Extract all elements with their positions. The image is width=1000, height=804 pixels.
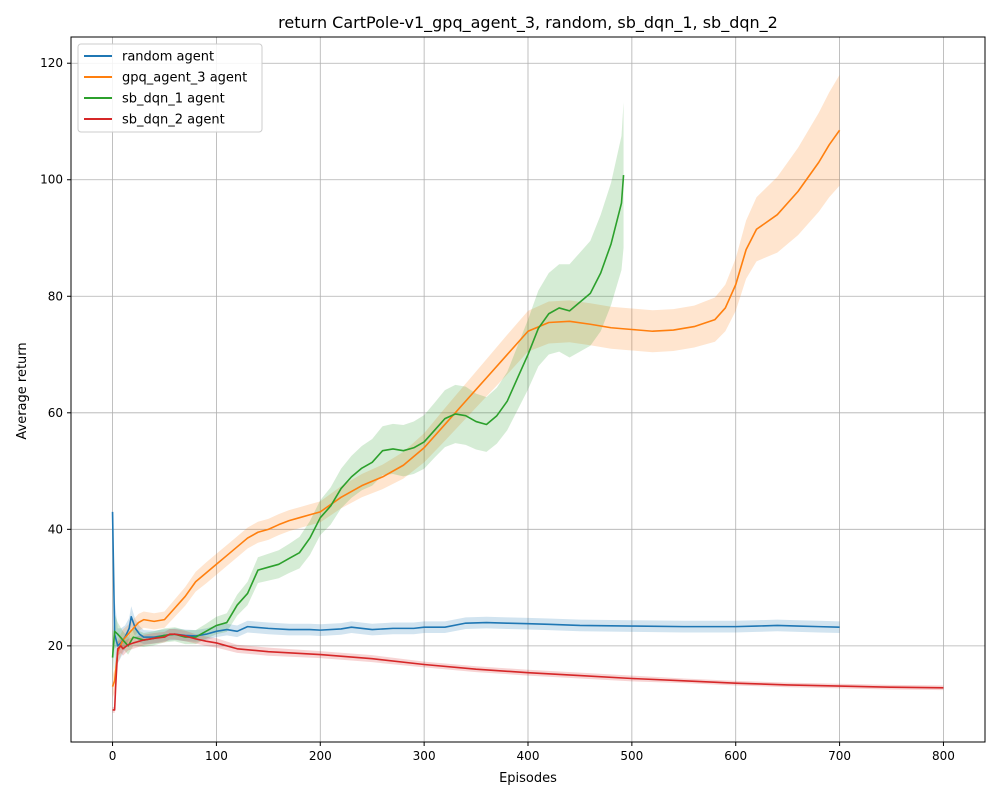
legend-label: sb_dqn_1 agent: [122, 92, 225, 107]
x-axis-label: Episodes: [499, 771, 557, 786]
y-axis-label: Average return: [15, 342, 30, 439]
random-agent-line: [111, 511, 840, 647]
sb-dqn-1-agent-band: [112, 102, 624, 681]
sb-dqn-2-agent-line: [112, 633, 944, 711]
sb-dqn-2-agent-band: [112, 628, 944, 713]
chart-title: return CartPole-v1_gpq_agent_3, random, …: [278, 13, 778, 33]
x-tick-label: 300: [413, 749, 436, 763]
y-tick-label: 80: [48, 289, 63, 303]
x-tick-label: 500: [620, 749, 643, 763]
legend: random agent gpq_agent_3 agent sb_dqn_1 ag…: [77, 43, 263, 133]
y-tick-label: 40: [48, 522, 63, 536]
y-tick-label: 100: [40, 173, 63, 187]
legend-label: gpq_agent_3 agent: [122, 71, 247, 86]
series-lines: [111, 129, 944, 711]
y-tick-label: 60: [48, 406, 63, 420]
gpq-agent-3-agent-band: [112, 74, 840, 699]
legend-box: [77, 43, 263, 133]
legend-label: random agent: [122, 50, 214, 65]
y-tick-label: 120: [40, 56, 63, 70]
x-tick-label: 700: [828, 749, 851, 763]
legend-label: sb_dqn_2 agent: [122, 113, 225, 128]
y-tick-label: 20: [48, 639, 63, 653]
x-tick-label: 100: [205, 749, 228, 763]
x-tick-label: 400: [517, 749, 540, 763]
axis-ticks: 0 100 200 300 400 500 600 700 800 20 40 60 80 100 120: [40, 56, 955, 763]
grid: [71, 37, 985, 742]
x-tick-label: 600: [724, 749, 747, 763]
x-tick-label: 800: [932, 749, 955, 763]
gpq-agent-3-agent-line: [111, 129, 841, 687]
x-tick-label: 0: [109, 749, 117, 763]
x-tick-label: 200: [309, 749, 332, 763]
